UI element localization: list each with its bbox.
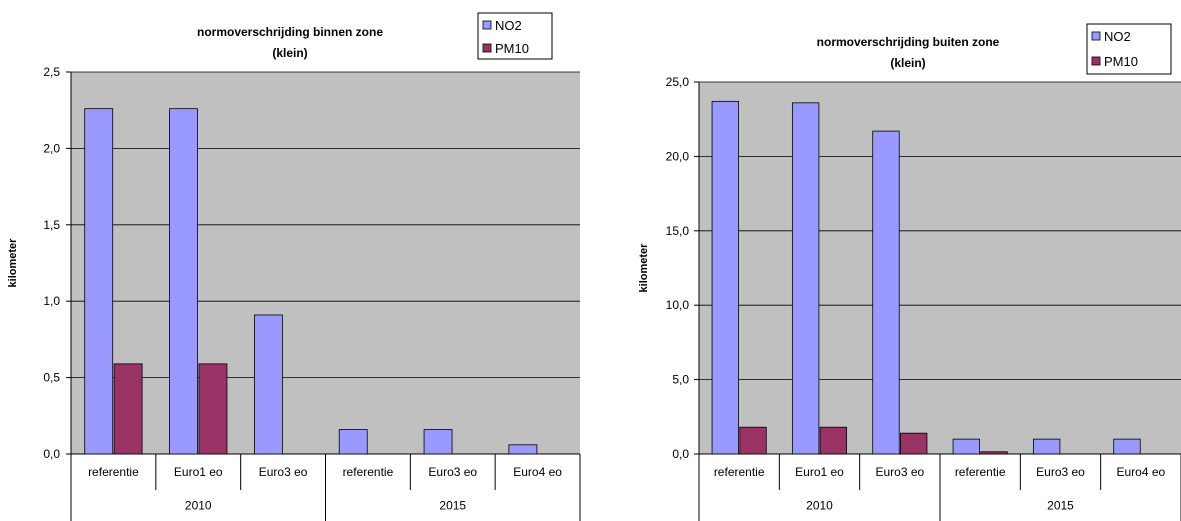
legend-label: PM10 <box>1104 54 1138 69</box>
bar-pm10-2 <box>819 426 848 455</box>
legend: NO2 PM10 <box>477 12 553 60</box>
category-label: Euro3 eo <box>875 465 924 479</box>
bar-pm10-1 <box>739 426 767 455</box>
y-axis-label: kilometer <box>7 238 19 288</box>
plot-area <box>699 82 1181 454</box>
bar-pm10-1 <box>113 363 143 455</box>
bar-no2-3 <box>253 314 283 455</box>
category-label: Euro4 eo <box>1116 465 1165 479</box>
legend-swatch <box>482 43 492 53</box>
chart-subtitle: (klein) <box>272 46 307 60</box>
legend-swatch <box>482 20 492 30</box>
y-tick-label: 15,0 <box>666 224 690 238</box>
category-label: referentie <box>714 465 765 479</box>
group-label: 2015 <box>1047 499 1074 513</box>
y-tick-label: 0,0 <box>672 447 689 461</box>
chart-subtitle: (klein) <box>890 56 925 70</box>
category-label: referentie <box>343 465 394 479</box>
chart-2: 0,0 5,0 10,0 15,0 20,0 25,0 referentie Euro1 eo… <box>638 23 1181 521</box>
category-label: Euro3 eo <box>1036 465 1085 479</box>
y-tick-label: 0,5 <box>43 371 60 385</box>
y-axis-label: kilometer <box>638 243 650 293</box>
group-label: 2015 <box>439 499 466 513</box>
bar-no2-2 <box>791 102 820 455</box>
y-tick-label: 2,5 <box>43 65 60 79</box>
legend: NO2 PM10 <box>1086 23 1172 75</box>
category-label: referentie <box>88 465 139 479</box>
bar-no2-2 <box>169 108 198 455</box>
bar-no2-3 <box>872 130 900 455</box>
category-label: Euro3 eo <box>428 465 477 479</box>
bar-no2-1 <box>711 100 739 455</box>
y-tick-label: 20,0 <box>666 149 690 163</box>
y-tick-label: 1,5 <box>43 218 60 232</box>
plot-area <box>71 72 580 454</box>
chart-title: normoverschrijding binnen zone <box>197 25 383 39</box>
legend-swatch <box>1091 56 1101 66</box>
category-label: Euro3 eo <box>259 465 308 479</box>
category-label: Euro1 eo <box>795 465 844 479</box>
group-label: 2010 <box>185 499 212 513</box>
legend-label: PM10 <box>495 41 529 56</box>
category-label: referentie <box>955 465 1006 479</box>
bar-no2-5 <box>423 429 453 455</box>
bar-pm10-3 <box>900 432 928 455</box>
bar-no2-1 <box>84 108 114 455</box>
bar-pm10-2 <box>198 363 228 455</box>
bar-no2-6 <box>1113 438 1141 455</box>
bar-pm10-4 <box>980 451 1008 455</box>
legend-label: NO2 <box>1104 29 1131 44</box>
y-tick-label: 0,0 <box>43 447 60 461</box>
legend-label: NO2 <box>495 18 522 33</box>
bar-no2-5 <box>1032 438 1061 455</box>
category-label: Euro4 eo <box>513 465 562 479</box>
y-tick-label: 5,0 <box>672 373 689 387</box>
legend-swatch <box>1091 31 1101 41</box>
y-tick-label: 10,0 <box>666 298 690 312</box>
y-tick-label: 25,0 <box>666 75 690 89</box>
chart-1: 0,0 0,5 1,0 1,5 2,0 2,5 referentie Euro1 eo Euro… <box>7 12 581 521</box>
chart-title: normoverschrijding buiten zone <box>817 35 1000 49</box>
group-label: 2010 <box>806 499 833 513</box>
bar-no2-4 <box>338 429 368 455</box>
bar-no2-4 <box>952 438 980 455</box>
y-tick-label: 2,0 <box>43 141 60 155</box>
category-label: Euro1 eo <box>174 465 223 479</box>
y-tick-label: 1,0 <box>43 294 60 308</box>
bar-no2-6 <box>508 444 538 455</box>
